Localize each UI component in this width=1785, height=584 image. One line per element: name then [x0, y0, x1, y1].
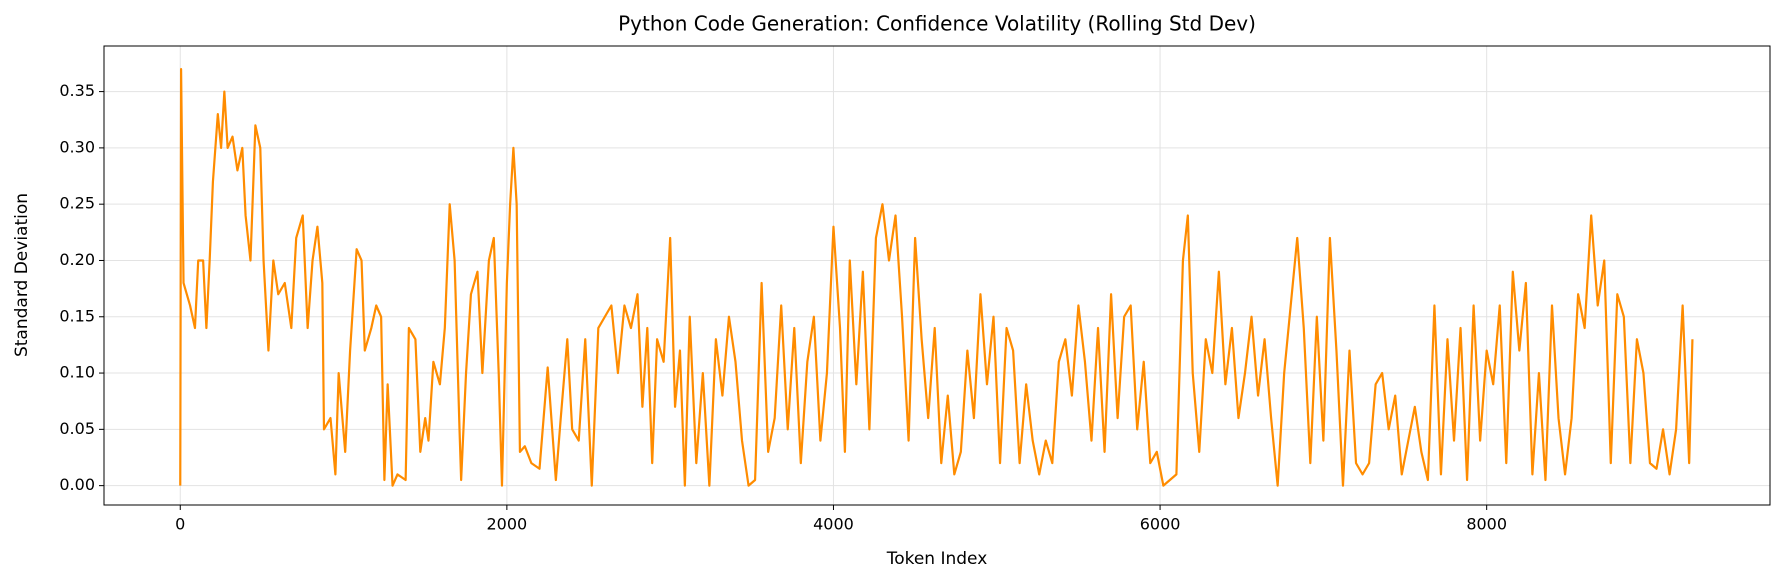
- y-tick-label: 0.35: [59, 81, 95, 100]
- plot-frame: [103, 45, 1771, 506]
- y-axis-label: Standard Deviation: [12, 193, 32, 357]
- x-tick-label: 6000: [1140, 515, 1181, 534]
- x-tick-label: 4000: [813, 515, 854, 534]
- y-tick-label: 0.00: [59, 475, 95, 494]
- x-tick-label: 2000: [487, 515, 528, 534]
- y-tick-label: 0.20: [59, 250, 95, 269]
- chart-title: Python Code Generation: Confidence Volat…: [618, 12, 1256, 36]
- y-tick-label: 0.10: [59, 363, 95, 382]
- data-line: [179, 67, 1694, 487]
- x-axis-label: Token Index: [886, 549, 988, 569]
- y-tick-label: 0.25: [59, 194, 95, 213]
- x-tick-label: 8000: [1466, 515, 1507, 534]
- y-tick-label: 0.15: [59, 306, 95, 325]
- y-tick-label: 0.30: [59, 137, 95, 156]
- x-tick-label: 0: [175, 515, 185, 534]
- y-tick-label: 0.05: [59, 419, 95, 438]
